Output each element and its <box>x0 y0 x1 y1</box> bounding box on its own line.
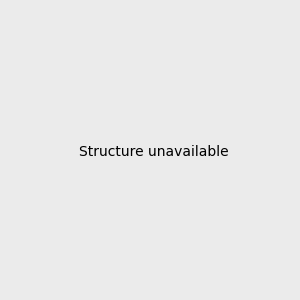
Text: Structure unavailable: Structure unavailable <box>79 145 229 158</box>
